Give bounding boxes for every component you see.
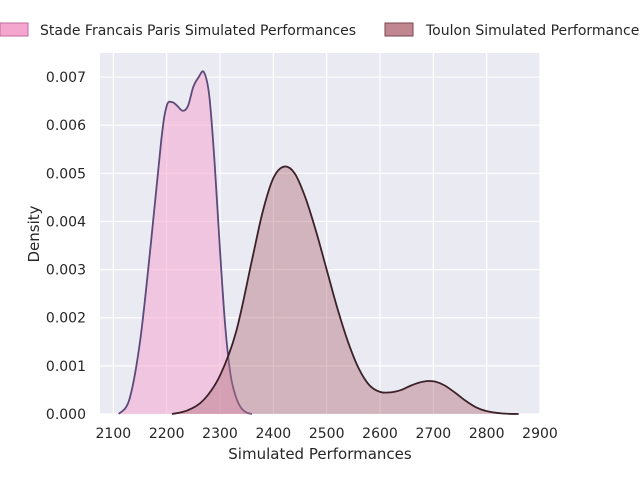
x-tick-label: 2700 [416,426,452,442]
y-tick-label: 0.001 [46,359,86,375]
legend-swatch-stade-francais [0,22,29,37]
x-tick-label: 2300 [202,426,238,442]
x-tick-label: 2800 [469,426,505,442]
density-areas [117,70,519,415]
y-axis-label: Density [25,205,43,262]
x-axis-label: Simulated Performances [228,445,412,463]
grid-lines [100,53,541,415]
y-tick-label: 0.002 [46,311,86,327]
x-axis-ticks: 2100 2200 2300 2400 2500 2600 2700 2800 2900 [96,426,558,442]
y-axis-ticks: 0.000 0.001 0.002 0.003 0.004 0.005 0.006 0.007 [46,70,86,423]
y-tick-label: 0.007 [46,70,86,86]
y-tick-label: 0.006 [46,118,86,134]
density-line-toulon [171,165,519,415]
y-tick-label: 0.003 [46,263,86,279]
legend: Stade Francais Paris Simulated Performan… [0,22,640,39]
x-tick-label: 2600 [362,426,398,442]
y-tick-label: 0.004 [46,214,86,230]
density-area-stade-francais [118,71,252,415]
legend-swatch-toulon [384,22,414,37]
density-line-stade-francais [117,70,253,415]
x-tick-label: 2500 [309,426,345,442]
x-tick-label: 2100 [96,426,132,442]
legend-label-stade-francais: Stade Francais Paris Simulated Performan… [40,23,356,39]
x-tick-label: 2400 [256,426,292,442]
x-tick-label: 2900 [522,426,558,442]
legend-label-toulon: Toulon Simulated Performances [425,23,640,39]
y-tick-label: 0.005 [46,166,86,182]
density-area-toulon [172,166,519,414]
y-tick-label: 0.000 [46,407,86,423]
x-tick-label: 2200 [149,426,185,442]
